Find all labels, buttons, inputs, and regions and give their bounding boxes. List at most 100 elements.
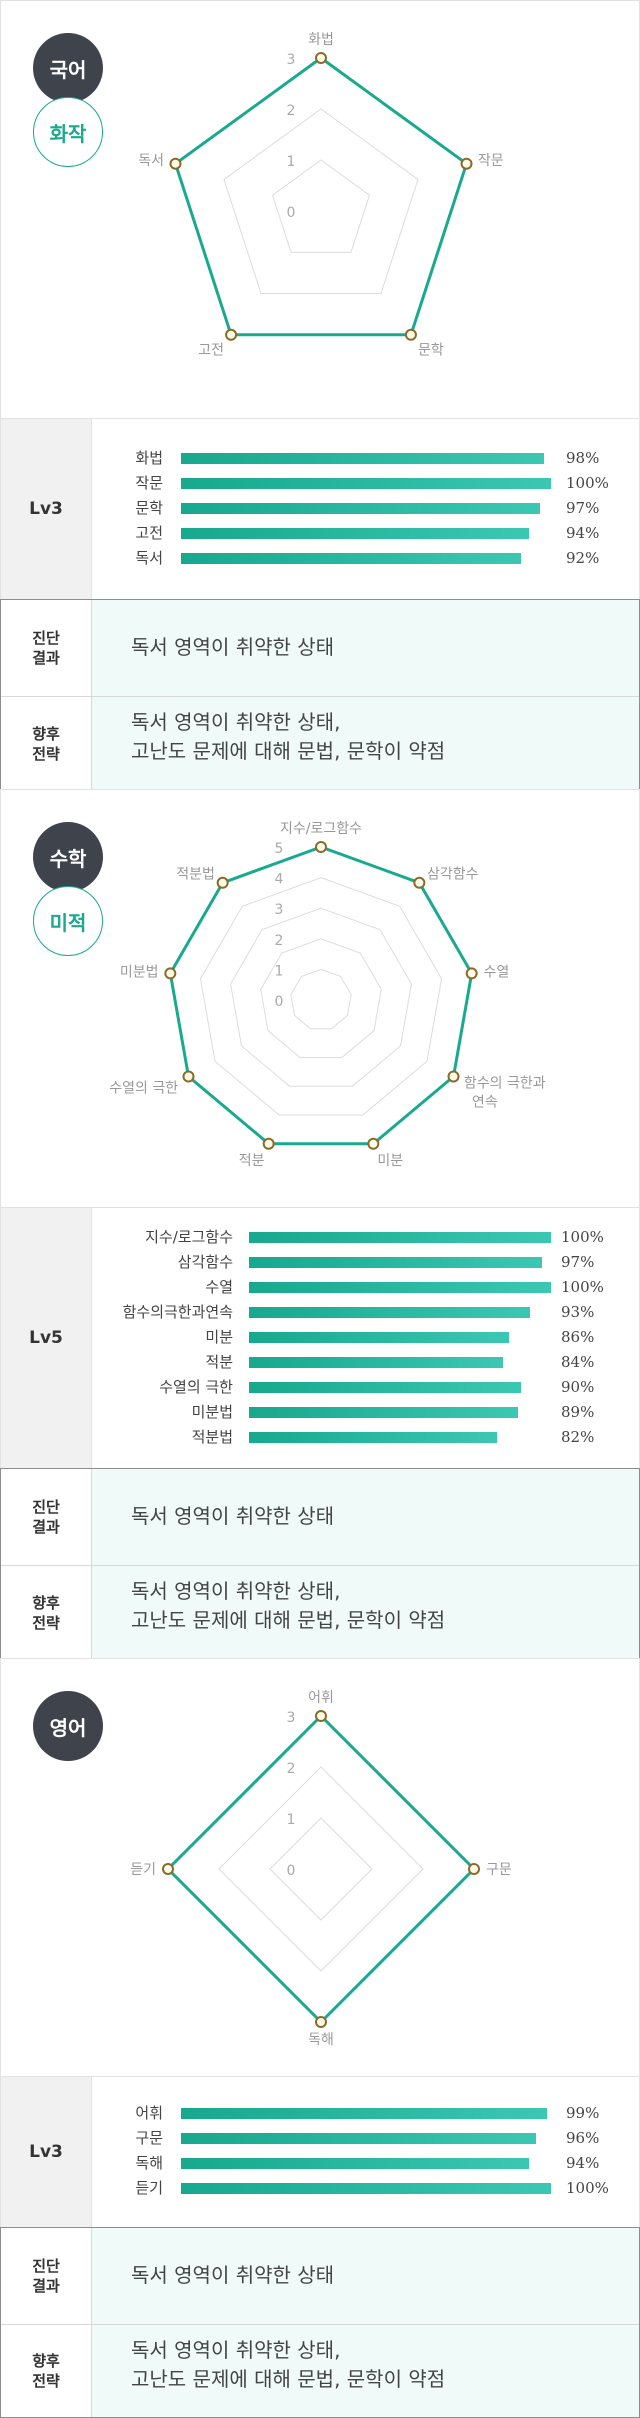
radar-axis-label: 지수/로그함수 [280, 821, 362, 837]
score-bar-row: 미분법 89% [1, 1402, 639, 1422]
subject-badge: 국어 [33, 33, 103, 103]
strategy-text: 독서 영역이 취약한 상태, 고난도 문제에 대해 문법, 문학이 약점 [131, 1579, 446, 1632]
score-bar-track [181, 2183, 551, 2194]
result-text: 독서 영역이 취약한 상태 [131, 635, 335, 659]
score-bar-label: 듣기 [135, 2179, 163, 2197]
radar-point [315, 2016, 327, 2028]
radar-point [468, 1863, 480, 1875]
score-bar-percent: 98% [566, 449, 600, 467]
score-bar-fill [181, 2133, 537, 2144]
score-bar-fill [249, 1382, 521, 1393]
score-bar-track [249, 1432, 551, 1443]
score-bar-fill [181, 453, 544, 464]
radar-scale-tick: 0 [287, 1863, 296, 1879]
score-bar-row: 어휘 99% [1, 2103, 639, 2123]
score-bar-track [249, 1307, 551, 1318]
radar-scale-tick: 3 [287, 1710, 296, 1726]
radar-scale-tick: 3 [275, 902, 284, 918]
score-bar-row: 구문 96% [1, 2128, 639, 2148]
score-bar-row: 작문 100% [1, 473, 639, 493]
score-bar-percent: 82% [561, 1428, 595, 1446]
score-bar-fill [181, 553, 522, 564]
score-bar-row: 적분법 82% [1, 1427, 639, 1447]
score-bar-label: 독서 [135, 549, 163, 567]
radar-scale-tick: 1 [287, 154, 296, 170]
score-bar-percent: 94% [566, 524, 600, 542]
radar-point [262, 1137, 275, 1150]
radar-axis-label: 미분법 [120, 964, 159, 980]
radar-axis-label: 수열 [483, 964, 509, 980]
score-bar-percent: 84% [561, 1353, 595, 1371]
score-bar-percent: 94% [566, 2154, 600, 2172]
score-bar-percent: 100% [566, 474, 609, 492]
radar-grid-ring [290, 968, 352, 1030]
result-heading-text: 진단 결과 [32, 2257, 60, 2295]
diagnosis-panel: 진단 결과 독서 영역이 취약한 상태 향후 전략 독서 영역이 취약한 상태,… [0, 599, 640, 791]
score-bar-row: 독해 94% [1, 2153, 639, 2173]
score-bar-row: 화법 98% [1, 448, 639, 468]
result-heading-text: 진단 결과 [32, 1498, 60, 1536]
score-bar-percent: 100% [566, 2179, 609, 2197]
radar-scale-tick: 3 [287, 52, 296, 68]
level-label: Lv3 [1, 2077, 92, 2227]
score-bar-percent: 92% [566, 549, 600, 567]
score-bar-label: 고전 [135, 524, 163, 542]
subject-badge: 영어 [33, 1691, 103, 1761]
score-bar-row: 수열의 극한 90% [1, 1377, 639, 1397]
radar-scale-tick: 0 [287, 205, 296, 221]
radar-axis-label: 듣기 [130, 1862, 156, 1878]
score-bar-percent: 96% [566, 2129, 600, 2147]
score-bar-row: 문학 97% [1, 498, 639, 518]
radar-grid-ring [271, 159, 371, 253]
radar-axis-label: 구문 [486, 1862, 512, 1878]
radar-grid-ring [167, 1715, 475, 2023]
score-bar-label: 적분 [205, 1353, 233, 1371]
radar-axis-label: 고전 [198, 342, 224, 358]
result-row: 진단 결과 독서 영역이 취약한 상태 [1, 600, 639, 697]
score-bar-fill [249, 1232, 551, 1243]
score-bar-fill [249, 1432, 497, 1443]
radar-point [315, 841, 327, 853]
radar-series-line [168, 845, 474, 1146]
diagnosis-panel: 진단 결과 독서 영역이 취약한 상태 향후 전략 독서 영역이 취약한 상태,… [0, 1468, 640, 1660]
radar-scale-tick: 2 [275, 933, 284, 949]
score-bar-fill [249, 1282, 551, 1293]
strategy-heading: 향후 전략 [1, 2325, 92, 2417]
radar-point [182, 1070, 195, 1083]
strategy-row: 향후 전략 독서 영역이 취약한 상태, 고난도 문제에 대해 문법, 문학이 … [1, 697, 639, 790]
radar-axis-label: 미분 [377, 1153, 403, 1169]
radar-axis-label: 독서 [138, 153, 164, 169]
radar-point [225, 328, 238, 341]
score-bar-track [181, 2158, 551, 2169]
score-bar-percent: 89% [561, 1403, 595, 1421]
score-bar-label: 화법 [135, 449, 163, 467]
score-bar-track [181, 503, 551, 514]
score-bar-row: 고전 94% [1, 523, 639, 543]
level-label: Lv3 [1, 419, 92, 599]
score-bar-percent: 100% [561, 1228, 604, 1246]
radar-axis-label: 삼각함수 [427, 867, 479, 883]
radar-grid-ring [223, 108, 419, 295]
score-bar-label: 삼각함수 [177, 1253, 233, 1271]
score-bar-track [249, 1257, 551, 1268]
score-bar-fill [181, 2183, 551, 2194]
radar-point [315, 52, 327, 64]
radar-panel: 국어 화작 0 1 2 3 화법 작문 문학 고전 독서 [0, 0, 640, 419]
radar-series-line [173, 56, 469, 337]
diagnosis-panel: 진단 결과 독서 영역이 취약한 상태 향후 전략 독서 영역이 취약한 상태,… [0, 2227, 640, 2418]
score-panel: Lv3 어휘 99% 구문 96% 독해 94% 듣기 100% [0, 2076, 640, 2228]
score-bar-label: 적분법 [191, 1428, 233, 1446]
radar-panel: 영어 0 1 2 3 어휘 구문 독해 듣기 [0, 1658, 640, 2077]
strategy-heading-text: 향후 전략 [32, 2352, 60, 2390]
score-bar-track [249, 1332, 551, 1343]
score-bar-row: 함수의극한과연속 93% [1, 1302, 639, 1322]
radar-grid-ring [199, 877, 443, 1116]
strategy-text: 독서 영역이 취약한 상태, 고난도 문제에 대해 문법, 문학이 약점 [131, 710, 446, 763]
result-row: 진단 결과 독서 영역이 취약한 상태 [1, 1469, 639, 1566]
radar-axis-label: 작문 [478, 153, 504, 169]
score-bar-fill [181, 528, 529, 539]
radar-axis-label: 독해 [308, 2032, 334, 2048]
score-bar-percent: 90% [561, 1378, 595, 1396]
